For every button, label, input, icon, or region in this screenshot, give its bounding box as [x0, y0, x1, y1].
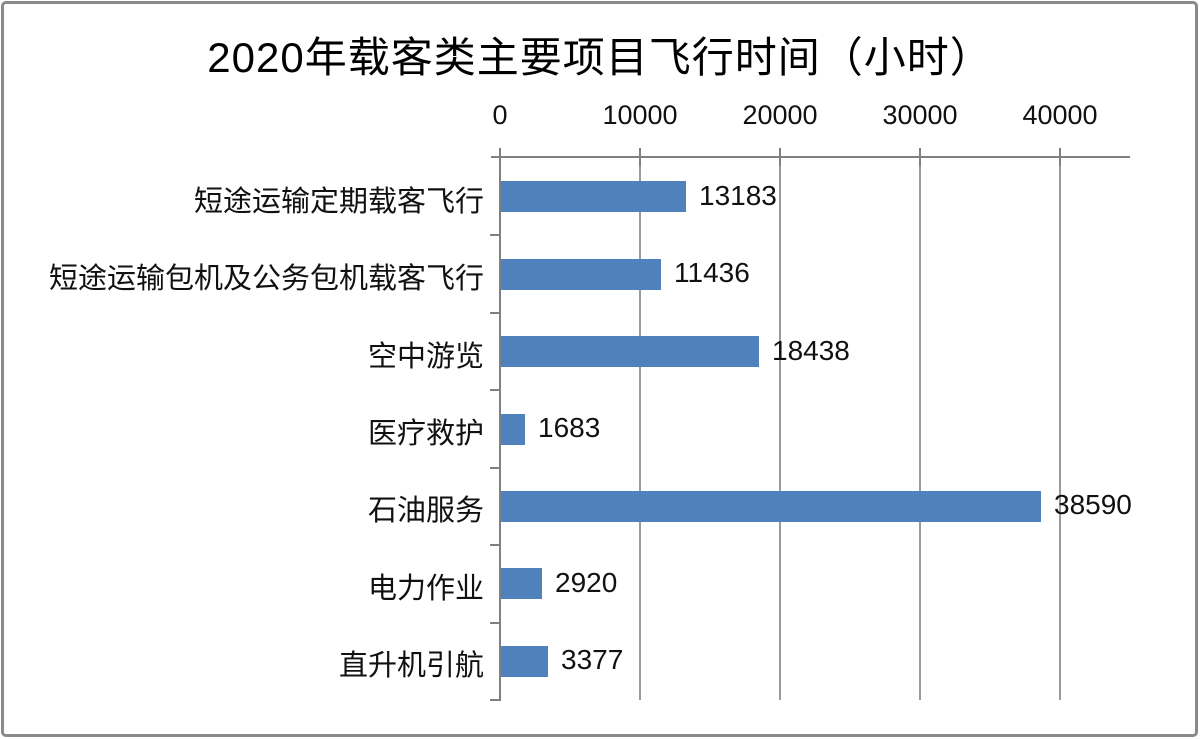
- y-axis-tick: [490, 311, 500, 314]
- bar-1: [501, 259, 661, 290]
- gridline-40000: [1059, 158, 1061, 700]
- y-axis-tick: [490, 544, 500, 547]
- x-axis-line: [491, 156, 1130, 158]
- x-axis-tick-0: [499, 148, 501, 166]
- y-axis-tick: [490, 699, 500, 701]
- value-label: 13183: [699, 180, 777, 211]
- bar-6: [501, 646, 548, 677]
- category-label: 医疗救护: [367, 418, 484, 450]
- bar-0: [501, 181, 686, 212]
- value-label: 1683: [538, 412, 601, 443]
- value-label: 38590: [1054, 489, 1132, 520]
- gridline-30000: [919, 158, 921, 700]
- x-axis-tick-label: 10000: [602, 100, 678, 130]
- category-label: 石油服务: [367, 495, 484, 527]
- category-label: 短途运输定期载客飞行: [193, 186, 484, 218]
- value-label: 3377: [561, 644, 624, 675]
- gridline-20000: [779, 158, 781, 700]
- y-axis-tick: [490, 389, 500, 392]
- y-axis-tick: [490, 466, 500, 469]
- category-label: 直升机引航: [338, 650, 484, 682]
- bar-5: [501, 568, 542, 599]
- category-label: 空中游览: [367, 341, 484, 373]
- value-label: 18438: [772, 335, 850, 366]
- x-axis-tick-40000: [1059, 148, 1061, 166]
- x-axis-tick-label: 20000: [742, 100, 818, 130]
- x-axis-tick-30000: [919, 148, 921, 166]
- chart-title: 2020年载客类主要项目飞行时间（小时）: [207, 34, 993, 81]
- bar-2: [501, 336, 759, 367]
- y-axis-line: [499, 156, 501, 701]
- value-label: 2920: [555, 567, 618, 598]
- y-axis-tick: [490, 234, 500, 237]
- x-axis-tick-10000: [639, 148, 641, 166]
- bar-4: [501, 491, 1041, 522]
- x-axis-tick-label: 0: [492, 100, 508, 130]
- bar-3: [501, 414, 525, 445]
- category-label: 短途运输包机及公务包机载客飞行: [48, 263, 484, 295]
- x-axis-tick-20000: [779, 148, 781, 166]
- category-label: 电力作业: [367, 573, 484, 605]
- value-label: 11436: [674, 257, 750, 288]
- x-axis-tick-label: 40000: [1022, 100, 1098, 130]
- gridline-10000: [639, 158, 641, 700]
- x-axis-tick-label: 30000: [882, 100, 958, 130]
- y-axis-tick: [490, 621, 500, 624]
